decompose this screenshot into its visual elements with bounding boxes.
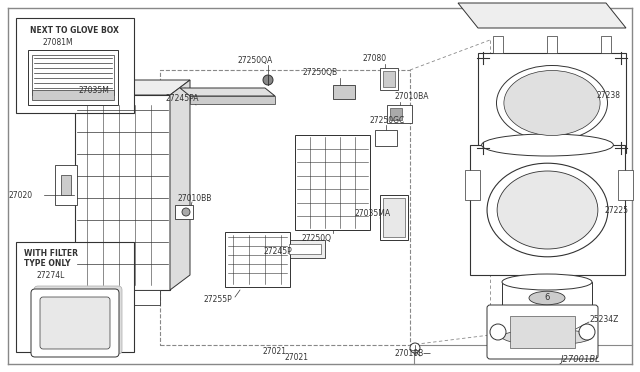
Bar xyxy=(380,68,398,90)
Ellipse shape xyxy=(502,329,592,345)
Text: 27245PA: 27245PA xyxy=(165,93,198,103)
Ellipse shape xyxy=(504,71,600,135)
Bar xyxy=(380,195,408,240)
Bar xyxy=(32,55,114,95)
Bar xyxy=(502,282,592,337)
Ellipse shape xyxy=(482,134,613,156)
Text: WITH FILTER: WITH FILTER xyxy=(24,250,78,259)
Polygon shape xyxy=(458,3,626,28)
Text: 27010BB: 27010BB xyxy=(178,193,212,202)
Bar xyxy=(16,242,134,352)
FancyBboxPatch shape xyxy=(40,297,110,349)
Bar xyxy=(547,36,557,53)
Bar xyxy=(32,90,114,100)
FancyBboxPatch shape xyxy=(487,305,598,359)
Bar xyxy=(375,130,397,146)
Text: NEXT TO GLOVE BOX: NEXT TO GLOVE BOX xyxy=(30,26,119,35)
Text: 27238: 27238 xyxy=(597,90,621,99)
Text: 27035MA: 27035MA xyxy=(355,208,391,218)
Polygon shape xyxy=(180,88,275,96)
Bar xyxy=(478,53,626,153)
Circle shape xyxy=(263,75,273,85)
Bar xyxy=(527,275,567,295)
Ellipse shape xyxy=(487,163,608,257)
Bar xyxy=(470,145,625,275)
Text: 27010B—: 27010B— xyxy=(395,349,432,357)
Bar xyxy=(390,108,402,120)
Bar xyxy=(175,205,193,219)
Polygon shape xyxy=(75,80,190,95)
Circle shape xyxy=(490,324,506,340)
Text: 27274L: 27274L xyxy=(36,272,65,280)
Text: 27250QB: 27250QB xyxy=(303,67,337,77)
Bar xyxy=(285,240,325,258)
Ellipse shape xyxy=(529,291,565,305)
Bar xyxy=(333,85,355,99)
Text: 27250Q: 27250Q xyxy=(302,234,332,243)
Text: 27081M: 27081M xyxy=(43,38,74,46)
Ellipse shape xyxy=(497,171,598,249)
FancyBboxPatch shape xyxy=(34,286,122,354)
Bar xyxy=(289,244,321,254)
Bar xyxy=(601,36,611,53)
Bar xyxy=(85,290,160,305)
Text: 27225: 27225 xyxy=(605,205,629,215)
Ellipse shape xyxy=(502,274,592,290)
Bar xyxy=(383,198,405,237)
Text: 27021: 27021 xyxy=(285,353,309,362)
Bar xyxy=(160,70,410,345)
Circle shape xyxy=(182,208,190,216)
Text: 27020: 27020 xyxy=(8,190,32,199)
Text: 27245P: 27245P xyxy=(264,247,292,257)
Text: 27010BA: 27010BA xyxy=(395,92,429,100)
Bar xyxy=(16,18,134,113)
Bar xyxy=(510,316,575,348)
Text: 27250QA: 27250QA xyxy=(237,55,273,64)
Text: 27250GC: 27250GC xyxy=(370,115,405,125)
FancyBboxPatch shape xyxy=(31,289,119,357)
Text: J27001BL: J27001BL xyxy=(560,356,600,365)
Text: 27035M: 27035M xyxy=(78,86,109,94)
Bar xyxy=(55,165,77,205)
Bar xyxy=(465,170,480,200)
Bar xyxy=(28,50,118,105)
Text: 27255P: 27255P xyxy=(203,295,232,305)
Polygon shape xyxy=(190,96,275,104)
Text: TYPE ONLY: TYPE ONLY xyxy=(24,260,70,269)
Bar xyxy=(75,95,170,290)
Circle shape xyxy=(410,343,420,353)
Bar xyxy=(493,36,503,53)
Circle shape xyxy=(579,324,595,340)
Text: 27021: 27021 xyxy=(263,347,287,356)
Bar xyxy=(383,71,395,87)
Ellipse shape xyxy=(497,65,607,141)
Bar xyxy=(387,105,412,123)
Bar xyxy=(618,170,633,200)
Text: 25234Z: 25234Z xyxy=(590,315,620,324)
Text: 27080: 27080 xyxy=(363,54,387,62)
Text: 6: 6 xyxy=(544,294,550,302)
Bar xyxy=(61,175,71,195)
Bar xyxy=(295,135,370,230)
Polygon shape xyxy=(170,80,190,290)
Bar xyxy=(225,232,290,287)
